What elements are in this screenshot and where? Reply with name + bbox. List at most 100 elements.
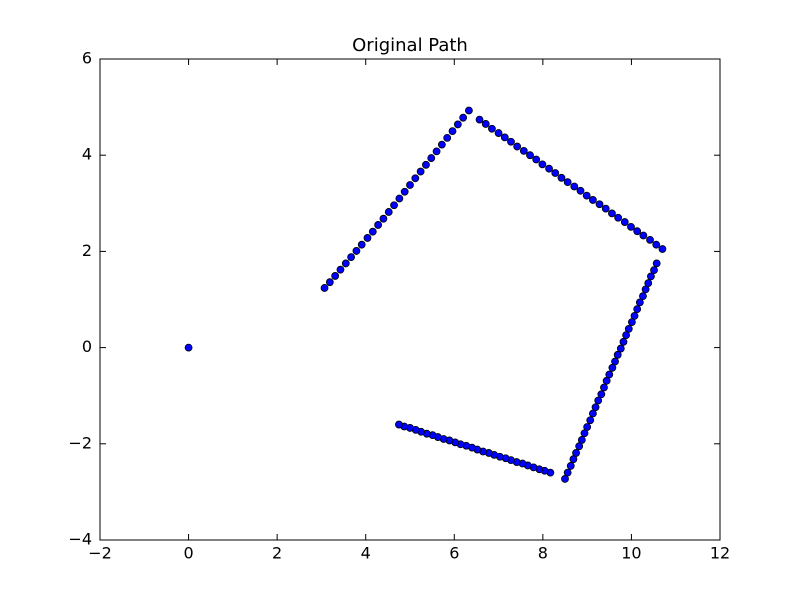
point — [575, 442, 584, 451]
point — [576, 186, 585, 195]
point — [602, 376, 611, 385]
point — [448, 127, 457, 136]
point — [395, 194, 404, 203]
point — [390, 201, 398, 210]
x-tick-label: 12 — [710, 544, 730, 563]
point — [336, 265, 345, 274]
point — [557, 173, 566, 182]
point — [422, 160, 430, 169]
point — [608, 363, 617, 372]
y-tick-label: 4 — [82, 145, 92, 164]
point — [646, 235, 654, 244]
point — [411, 174, 420, 183]
point — [384, 208, 393, 216]
point — [600, 383, 608, 392]
point — [331, 272, 340, 280]
point — [614, 213, 623, 222]
point — [494, 129, 503, 137]
point — [595, 200, 604, 209]
point — [570, 182, 579, 191]
point — [647, 272, 655, 281]
point — [519, 146, 528, 155]
point — [400, 187, 409, 196]
point — [184, 343, 193, 352]
point — [627, 222, 635, 231]
point — [633, 227, 642, 236]
point — [639, 231, 648, 240]
x-tick-label: 4 — [361, 544, 371, 563]
point — [352, 247, 361, 255]
point — [622, 331, 631, 339]
point — [616, 344, 625, 353]
point — [589, 196, 597, 204]
point — [475, 115, 484, 124]
y-tick-label: −4 — [68, 530, 92, 549]
point — [464, 106, 473, 115]
point — [443, 133, 452, 142]
point — [658, 245, 667, 253]
point — [320, 284, 329, 292]
point — [633, 305, 642, 314]
point — [538, 160, 547, 169]
point — [432, 147, 441, 156]
point — [561, 475, 569, 483]
point — [379, 214, 388, 223]
point — [488, 124, 496, 133]
y-tick-label: −2 — [68, 433, 92, 452]
plot-frame — [99, 58, 721, 541]
point — [652, 240, 661, 249]
point — [635, 298, 644, 307]
y-tick-label: 2 — [82, 241, 92, 260]
point — [459, 113, 468, 122]
point — [641, 285, 650, 294]
point — [481, 120, 490, 128]
point — [453, 120, 462, 129]
point — [406, 181, 414, 189]
point — [639, 292, 647, 301]
point — [566, 462, 575, 470]
point — [589, 409, 597, 418]
point — [347, 253, 356, 262]
x-tick-label: 2 — [272, 544, 282, 563]
point — [341, 259, 350, 268]
point — [363, 234, 372, 242]
point — [619, 337, 628, 346]
point — [608, 209, 616, 218]
point — [416, 167, 425, 176]
point — [601, 204, 610, 213]
y-tick-label: 0 — [82, 337, 92, 356]
x-tick-label: 0 — [183, 544, 193, 563]
point — [580, 429, 589, 438]
point — [427, 154, 436, 162]
y-tick-label: 6 — [82, 49, 92, 68]
chart-title: Original Path — [352, 35, 468, 56]
point — [545, 164, 553, 173]
point — [507, 137, 515, 146]
point — [582, 191, 591, 200]
point — [395, 420, 403, 429]
point — [569, 455, 578, 464]
x-tick-label: 8 — [538, 544, 548, 563]
point — [325, 278, 334, 287]
point — [357, 240, 366, 249]
point — [500, 133, 509, 142]
point — [532, 155, 541, 164]
point — [368, 227, 377, 236]
point — [374, 221, 383, 229]
point — [563, 178, 572, 187]
point — [526, 151, 534, 160]
point — [513, 142, 522, 151]
x-tick-label: −2 — [88, 544, 112, 563]
point — [613, 350, 622, 359]
point — [597, 390, 606, 399]
point — [652, 259, 661, 268]
point — [594, 396, 603, 405]
point — [620, 218, 629, 226]
x-tick-label: 6 — [449, 544, 459, 563]
point — [627, 318, 636, 327]
x-tick-label: 10 — [621, 544, 641, 563]
point — [586, 416, 595, 425]
point — [650, 266, 658, 275]
